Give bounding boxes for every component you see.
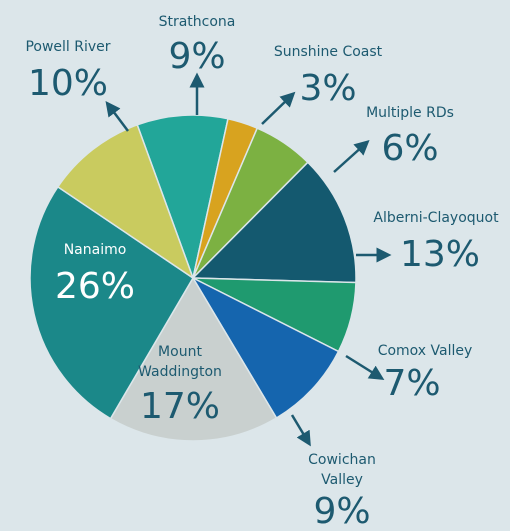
pie-slice [191, 276, 340, 420]
slice-name: Cowichan Valley [308, 452, 376, 488]
slice-name: Sunshine Coast [274, 44, 383, 60]
slice-value-label: 3% [299, 68, 356, 109]
pie-slice [109, 276, 278, 442]
slice-name: Powell River [25, 39, 110, 55]
slice-name: Strathcona [159, 14, 236, 30]
label-arrow [261, 91, 296, 125]
slice-value-label: 26% [55, 266, 135, 307]
label-arrow [105, 101, 129, 132]
slice-value-label: 6% [381, 128, 438, 169]
slice-value-label: 17% [140, 386, 220, 427]
label-arrow [333, 139, 370, 173]
slice-name: Multiple RDs [366, 105, 454, 121]
slice-value-label: 7% [383, 363, 440, 404]
label-arrow [290, 414, 311, 447]
slice-name: Mount Waddington [138, 344, 222, 380]
slice-name: Comox Valley [378, 343, 473, 359]
pie-slice [56, 123, 195, 280]
pie-slice [191, 161, 357, 284]
label-arrow [345, 354, 385, 380]
slice-value-label: 10% [28, 63, 108, 104]
slice-value-label: 9% [168, 36, 225, 77]
slice-value-label: 13% [400, 234, 480, 275]
pie-slice [136, 114, 229, 281]
slice-name: Nanaimo [64, 242, 127, 258]
slice-name: Alberni-Clayoquot [373, 210, 499, 226]
slice-value-label: 9% [313, 491, 370, 531]
pie-slice [29, 185, 195, 420]
